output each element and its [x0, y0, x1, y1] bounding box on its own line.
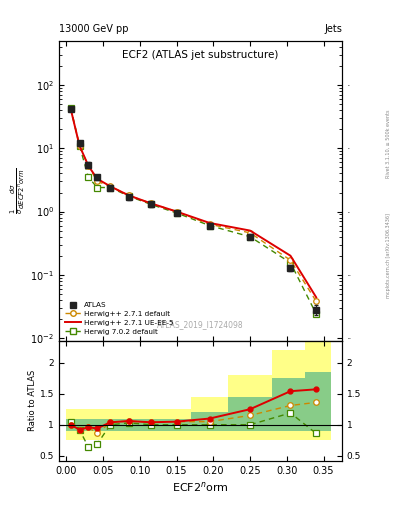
Y-axis label: Ratio to ATLAS: Ratio to ATLAS	[28, 370, 37, 432]
Legend: ATLAS, Herwig++ 2.7.1 default, Herwig++ 2.7.1 UE-EE-5, Herwig 7.0.2 default: ATLAS, Herwig++ 2.7.1 default, Herwig++ …	[62, 300, 176, 337]
Text: 13000 GeV pp: 13000 GeV pp	[59, 24, 129, 34]
X-axis label: ECF2$^n$orm: ECF2$^n$orm	[172, 480, 229, 494]
Text: ATLAS_2019_I1724098: ATLAS_2019_I1724098	[157, 320, 244, 329]
Text: mcplots.cern.ch [arXiv:1306.3436]: mcplots.cern.ch [arXiv:1306.3436]	[386, 214, 391, 298]
Y-axis label: $\frac{1}{\sigma}\frac{d\sigma}{dECF2^norm}$: $\frac{1}{\sigma}\frac{d\sigma}{dECF2^no…	[9, 168, 28, 214]
Text: Rivet 3.1.10, ≥ 500k events: Rivet 3.1.10, ≥ 500k events	[386, 109, 391, 178]
Text: ECF2 (ATLAS jet substructure): ECF2 (ATLAS jet substructure)	[122, 50, 279, 60]
Text: Jets: Jets	[324, 24, 342, 34]
